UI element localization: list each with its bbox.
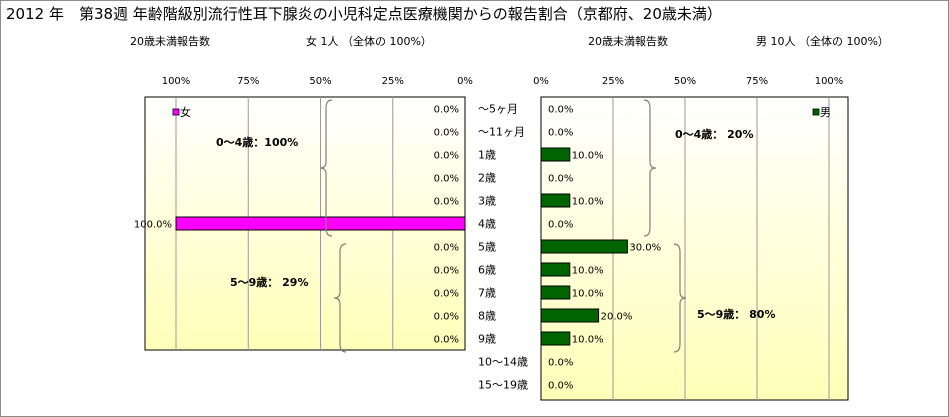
female-legend-swatch (172, 108, 180, 116)
male-x-tick-label: 0% (533, 76, 549, 87)
male-count-text: 男 10人 （全体の 100%） (756, 35, 889, 48)
male-data-label: 10.0% (572, 197, 604, 208)
female-data-label: 0.0% (434, 243, 459, 254)
age-category-label: 5歳 (478, 241, 496, 254)
male-bar (540, 147, 571, 162)
male-x-tick-label: 75% (746, 76, 768, 87)
age-category-label: ～5ヶ月 (478, 103, 518, 116)
male-0-4-annotation: 0～4歳： 20% (675, 127, 753, 141)
age-category-label: 4歳 (478, 218, 496, 231)
female-5-9-brace (333, 243, 347, 353)
female-data-label: 0.0% (434, 312, 459, 323)
age-category-label: 6歳 (478, 264, 496, 277)
age-category-label: 7歳 (478, 287, 496, 300)
male-0-4-brace (643, 99, 657, 237)
female-data-label: 0.0% (434, 335, 459, 346)
female-bar (175, 216, 466, 231)
female-data-label: 0.0% (434, 197, 459, 208)
male-data-label: 20.0% (601, 312, 633, 323)
female-data-label: 0.0% (434, 128, 459, 139)
age-category-label: 8歳 (478, 310, 496, 323)
age-category-label: 2歳 (478, 172, 496, 185)
age-category-axis: ～5ヶ月 ～11ヶ月 1歳 2歳 3歳 4歳 5歳 6歳 7歳 8歳 9歳 10～14歳 15～19歳 (478, 103, 528, 392)
male-bar (540, 331, 571, 346)
male-data-label: 30.0% (629, 243, 661, 254)
age-category-label: 9歳 (478, 333, 496, 346)
male-data-label: 10.0% (572, 266, 604, 277)
male-data-label: 0.0% (548, 381, 573, 392)
male-data-label: 10.0% (572, 335, 604, 346)
male-5-9-annotation: 5～9歳： 80% (697, 307, 775, 321)
female-data-label: 100.0% (134, 220, 172, 231)
female-data-label: 0.0% (434, 289, 459, 300)
age-category-label: 15～19歳 (478, 379, 528, 392)
male-bar (540, 308, 600, 323)
female-0-4-annotation: 0～4歳：100% (216, 135, 298, 149)
female-data-label: 0.0% (434, 266, 459, 277)
female-x-tick-label: 75% (237, 76, 259, 87)
male-count-label: 20歳未満報告数 (588, 35, 668, 48)
female-5-9-annotation: 5～9歳： 29% (230, 275, 308, 289)
female-0-4-brace (319, 99, 333, 237)
female-plot: 100% 75% 50% 25% 0% 女 0.0% 0.0% 0.0% 0.0% 0.0% 100.… (134, 76, 473, 353)
female-data-label: 0.0% (434, 151, 459, 162)
male-bar (540, 262, 571, 277)
male-data-label: 0.0% (548, 358, 573, 369)
male-bar (540, 285, 571, 300)
female-data-label: 0.0% (434, 105, 459, 116)
female-data-label: 0.0% (434, 174, 459, 185)
male-plot: 0% 25% 50% 75% 100% 男 0.0% 0.0% 10.0% 0.0% 10.0% 0.… (533, 76, 849, 401)
male-data-label: 0.0% (548, 174, 573, 185)
age-category-label: ～11ヶ月 (478, 126, 525, 139)
female-count-text: 女 1人 （全体の 100%） (306, 35, 432, 48)
male-data-label: 0.0% (548, 220, 573, 231)
male-x-tick-label: 50% (674, 76, 696, 87)
male-legend-swatch (812, 108, 820, 116)
female-legend-label: 女 (180, 105, 191, 119)
male-data-label: 10.0% (572, 151, 604, 162)
male-bar (540, 193, 571, 208)
female-x-tick-label: 0% (457, 76, 473, 87)
male-legend-label: 男 (820, 106, 831, 119)
female-x-tick-label: 25% (382, 76, 404, 87)
female-count-label: 20歳未満報告数 (130, 35, 210, 48)
age-category-label: 3歳 (478, 195, 496, 208)
male-data-label: 0.0% (548, 128, 573, 139)
male-data-label: 0.0% (548, 105, 573, 116)
male-data-label: 10.0% (572, 289, 604, 300)
female-x-tick-label: 50% (309, 76, 331, 87)
chart-title: 2012 年 第38週 年齢階級別流行性耳下腺炎の小児科定点医療機関からの報告割… (6, 5, 722, 23)
age-category-label: 10～14歳 (478, 356, 528, 369)
male-x-tick-label: 25% (602, 76, 624, 87)
male-x-tick-label: 100% (815, 76, 844, 87)
age-category-label: 1歳 (478, 149, 496, 162)
male-5-9-brace (673, 243, 687, 353)
male-bar (540, 239, 628, 254)
female-x-tick-label: 100% (162, 76, 191, 87)
